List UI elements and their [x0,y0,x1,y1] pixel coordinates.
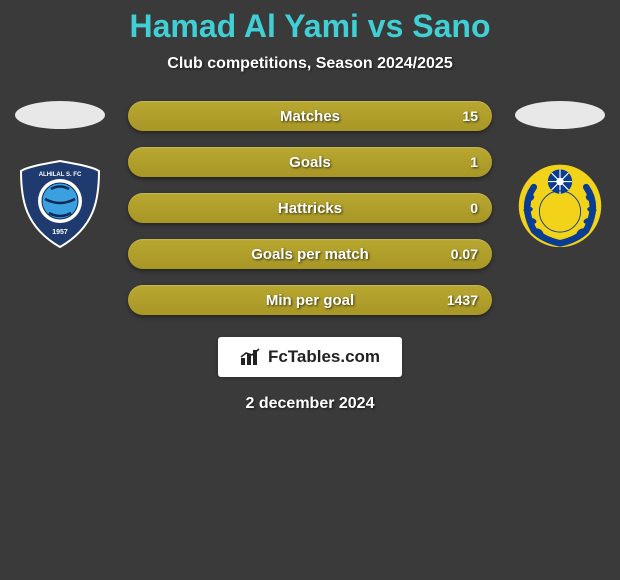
stat-bar-goals: Goals 1 [128,147,492,177]
right-side [510,101,610,249]
vs-label: vs [368,8,404,44]
stat-value: 1437 [447,292,478,308]
subtitle: Club competitions, Season 2024/2025 [0,55,620,73]
page-title: Hamad Al Yami vs Sano [0,8,620,45]
date-label: 2 december 2024 [246,395,375,413]
main-row: ALHILAL S. FC 1957 Matches 15 Goals 1 Ha… [0,101,620,315]
player1-name: Hamad Al Yami [129,8,358,44]
player2-photo-placeholder [515,101,605,129]
comparison-card: Hamad Al Yami vs Sano Club competitions,… [0,0,620,413]
stats-bars: Matches 15 Goals 1 Hattricks 0 Goals per… [128,101,492,315]
logo-text: FcTables.com [268,347,380,367]
player2-name: Sano [412,8,490,44]
svg-text:ALHILAL S. FC: ALHILAL S. FC [39,172,82,178]
stat-label: Hattricks [278,200,342,217]
stat-bar-hattricks: Hattricks 0 [128,193,492,223]
stat-value: 15 [462,108,478,124]
player2-club-crest [515,159,605,249]
stat-value: 1 [470,154,478,170]
player1-photo-placeholder [15,101,105,129]
svg-text:1957: 1957 [52,229,68,236]
bars-icon [240,348,262,366]
stat-bar-matches: Matches 15 [128,101,492,131]
stat-bar-min-per-goal: Min per goal 1437 [128,285,492,315]
stat-label: Min per goal [266,292,354,309]
fctables-logo[interactable]: FcTables.com [218,337,402,377]
stat-value: 0 [470,200,478,216]
left-side: ALHILAL S. FC 1957 [10,101,110,249]
player1-club-crest: ALHILAL S. FC 1957 [15,159,105,249]
footer: FcTables.com 2 december 2024 [0,337,620,413]
stat-label: Goals per match [251,246,369,263]
stat-label: Goals [289,154,331,171]
stat-value: 0.07 [451,246,478,262]
stat-bar-goals-per-match: Goals per match 0.07 [128,239,492,269]
stat-label: Matches [280,108,340,125]
